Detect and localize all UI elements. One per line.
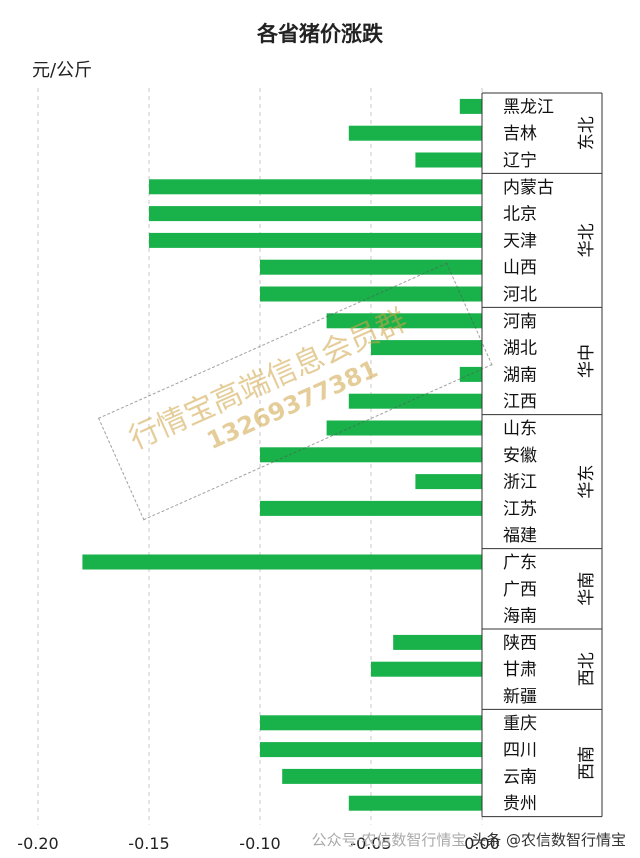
bar [348,795,482,811]
bar [260,447,482,463]
province-label: 河南 [503,312,537,332]
bar [415,152,482,168]
province-label: 黑龙江 [503,97,554,117]
region-label: 华东 [577,465,597,499]
province-label: 四川 [503,741,537,761]
province-label: 天津 [503,231,537,251]
region-label: 华北 [577,223,597,257]
bar [459,366,482,382]
region-label: 华中 [577,344,597,378]
x-tick-label: 0.00 [464,834,500,853]
region-label: 西北 [577,652,597,686]
province-label: 湖北 [503,339,537,359]
bar [282,768,482,784]
province-label: 湖南 [503,365,537,385]
province-label: 贵州 [503,794,537,814]
x-tick-label: -0.05 [350,834,391,853]
region-label: 华南 [577,572,597,606]
bar [459,98,482,114]
bar [149,232,482,248]
bar [393,634,482,650]
province-label: 甘肃 [503,660,537,680]
province-label: 重庆 [503,714,537,734]
province-label: 山东 [503,419,537,439]
footer-credit: 公众号·农信数智行情宝 头条 @农信数智行情宝 [312,829,626,850]
bar [260,715,482,731]
province-label: 新疆 [503,687,537,707]
bar [415,474,482,490]
bar [371,340,482,356]
province-label: 河北 [503,285,537,305]
x-axis-ticks: -0.20 -0.15 -0.10 -0.05 0.00 [17,834,500,853]
bar [348,393,482,409]
chart-title: 各省猪价涨跌 [257,22,383,46]
bar [260,500,482,516]
footer-text: 头条 @农信数智行情宝 [471,831,626,849]
bar [149,206,482,222]
region-label: 东北 [577,116,597,150]
province-labels: 黑龙江吉林辽宁内蒙古北京天津山西河北河南湖北湖南江西山东安徽浙江江苏福建广东广西… [503,97,554,814]
province-label: 浙江 [503,473,537,493]
x-tick-label: -0.20 [17,834,58,853]
province-label: 江苏 [503,499,537,519]
province-label: 辽宁 [503,151,537,171]
bar [260,286,482,302]
province-label: 云南 [503,767,537,787]
province-label: 山西 [503,258,537,278]
bar [149,179,482,195]
bar [348,125,482,141]
bar [371,661,482,677]
bar [326,420,482,436]
province-label: 吉林 [503,124,537,144]
province-label: 陕西 [503,633,537,653]
region-label: 西南 [577,746,597,780]
province-label: 内蒙古 [503,178,554,198]
x-tick-label: -0.10 [239,834,280,853]
province-label: 福建 [503,526,537,546]
province-label: 广东 [503,553,537,573]
province-label: 北京 [503,205,537,225]
bar [326,313,482,329]
x-tick-label: -0.15 [128,834,169,853]
province-label: 海南 [503,607,537,627]
province-label: 广西 [503,580,537,600]
bar [260,259,482,275]
bar [82,554,483,570]
footer-faint-text: 公众号·农信数智行情宝 [311,831,467,849]
bars [82,98,483,811]
y-unit-label: 元/公斤 [32,60,93,81]
province-label: 安徽 [503,446,537,466]
province-label: 江西 [503,392,537,412]
bar [260,742,482,758]
